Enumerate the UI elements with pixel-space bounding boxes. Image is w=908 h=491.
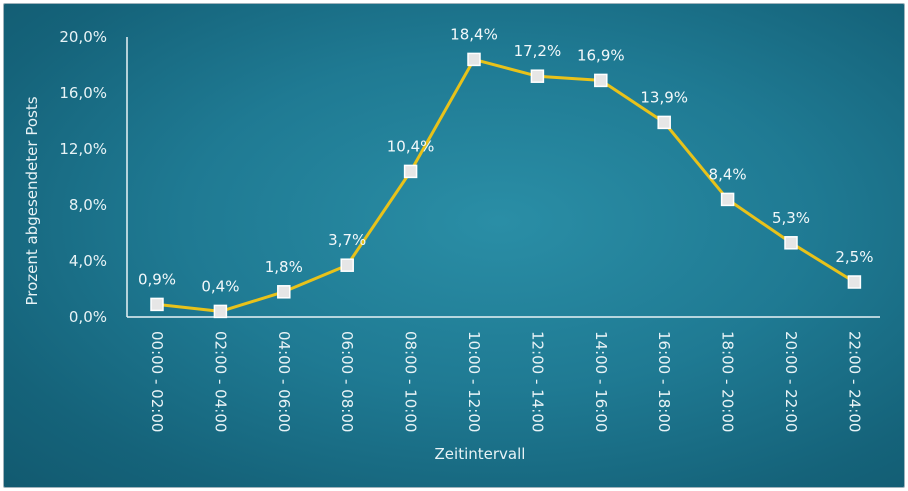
data-point-marker (150, 297, 164, 312)
chart-panel: 0,0% 4,0% 8,0% 12,0% 16,0% 20,0% 00:00 - 02:0… (3, 3, 905, 488)
x-tick-label: 16:00 - 18:00 (655, 331, 673, 432)
data-label: 8,4% (709, 165, 747, 183)
x-tick-label: 10:00 - 12:00 (465, 331, 483, 432)
data-label: 18,4% (450, 25, 498, 43)
y-tick-label: 0,0% (69, 308, 107, 326)
y-tick-label: 4,0% (69, 252, 107, 270)
data-label: 16,9% (577, 46, 625, 64)
data-label: 0,9% (138, 270, 176, 288)
data-label: 10,4% (387, 137, 435, 155)
series-line (156, 57, 856, 313)
x-tick-label: 06:00 - 08:00 (338, 331, 356, 432)
data-label: 0,4% (201, 277, 239, 295)
y-tick-labels: 0,0% 4,0% 8,0% 12,0% 16,0% 20,0% (59, 28, 107, 326)
data-label: 17,2% (514, 42, 562, 60)
y-tick-label: 12,0% (59, 140, 107, 158)
data-label: 5,3% (772, 209, 810, 227)
data-point-marker (213, 304, 228, 319)
x-tick-label: 00:00 - 02:00 (148, 331, 166, 432)
data-label: 2,5% (835, 248, 873, 266)
x-tick-label: 08:00 - 10:00 (402, 331, 420, 432)
y-tick-label: 20,0% (59, 28, 107, 46)
data-point-marker (594, 73, 608, 88)
data-markers (150, 52, 862, 319)
x-axis-title: Zeitintervall (435, 445, 526, 463)
x-tick-label: 12:00 - 14:00 (528, 331, 546, 432)
data-point-marker (340, 258, 354, 272)
data-label: 3,7% (328, 231, 366, 249)
data-point-marker (657, 115, 671, 130)
data-point-marker (530, 69, 545, 83)
x-tick-label: 20:00 - 22:00 (782, 331, 800, 432)
data-point-marker (784, 236, 798, 250)
x-tick-labels: 00:00 - 02:00 02:00 - 04:00 04:00 - 06:00 0… (148, 331, 863, 432)
data-labels: 0,9% 0,4% 1,8% 3,7% 10,4% 18,4% 17,2% 16,9% 13,9… (138, 25, 874, 295)
data-label: 1,8% (265, 258, 303, 276)
x-tick-label: 04:00 - 06:00 (275, 331, 293, 432)
data-point-marker (277, 285, 291, 299)
x-tick-label: 02:00 - 04:00 (211, 331, 229, 432)
y-tick-label: 16,0% (59, 84, 107, 102)
x-tick-label: 14:00 - 16:00 (592, 331, 610, 432)
data-point-marker (847, 275, 862, 289)
x-tick-label: 18:00 - 20:00 (719, 331, 737, 432)
x-tick-label: 22:00 - 24:00 (845, 331, 863, 432)
y-tick-label: 8,0% (69, 196, 107, 214)
data-point-marker (467, 52, 481, 67)
data-point-marker (403, 164, 418, 179)
line-chart: 0,0% 4,0% 8,0% 12,0% 16,0% 20,0% 00:00 - 02:0… (23, 25, 880, 463)
data-label: 13,9% (640, 88, 688, 106)
y-axis-title: Prozent abgesendeter Posts (23, 96, 41, 305)
data-point-marker (720, 192, 735, 207)
